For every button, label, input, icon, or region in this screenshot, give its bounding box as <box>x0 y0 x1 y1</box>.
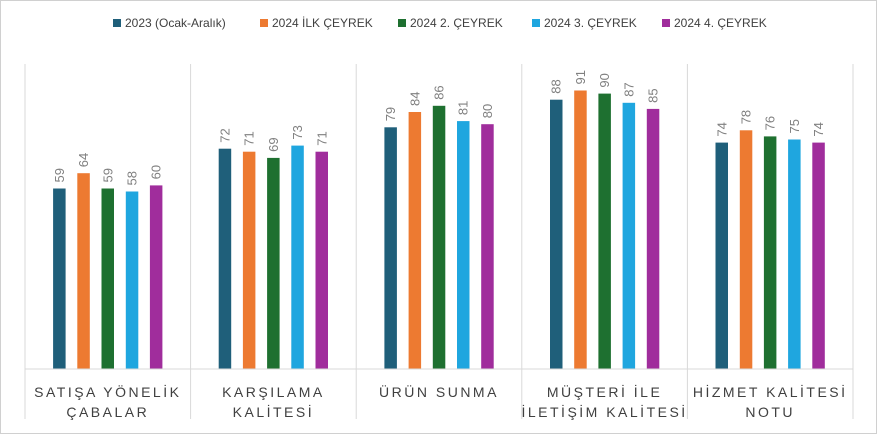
data-labels: 59 64 59 58 60 72 71 69 73 71 79 84 86 81 80 88 91 90 87 85… <box>52 70 826 185</box>
data-label: 64 <box>76 153 91 167</box>
legend-label: 2024 3. ÇEYREK <box>544 16 637 30</box>
bar <box>125 191 139 369</box>
data-label: 80 <box>480 104 495 118</box>
legend-label: 2024 4. ÇEYREK <box>674 16 767 30</box>
data-label: 74 <box>714 122 729 136</box>
data-label: 69 <box>266 137 281 151</box>
data-label: 84 <box>407 92 422 106</box>
category-label: MÜŞTERİ İLE <box>547 383 662 400</box>
data-label: 85 <box>646 88 661 102</box>
bar <box>384 127 397 369</box>
category-label: SATIŞA YÖNELİK <box>34 383 181 400</box>
data-label: 81 <box>456 101 471 115</box>
legend-swatch <box>398 19 406 27</box>
bar <box>149 185 163 369</box>
data-label: 59 <box>52 168 67 182</box>
legend-label: 2024 2. ÇEYREK <box>410 16 503 30</box>
category-label: İLETİŞİM KALİTESİ <box>521 403 687 420</box>
category-dividers <box>24 64 854 419</box>
data-label: 76 <box>763 116 778 130</box>
data-label: 87 <box>621 82 636 96</box>
bar <box>218 148 232 369</box>
data-label: 60 <box>149 165 164 179</box>
bar <box>77 173 90 369</box>
data-label: 59 <box>100 168 115 182</box>
bar <box>622 102 636 370</box>
data-label: 78 <box>739 110 754 124</box>
category-labels: SATIŞA YÖNELİK ÇABALAR KARŞILAMA KALİTESİ ÜR… <box>34 383 848 420</box>
data-label: 74 <box>811 122 826 136</box>
category-label: HİZMET KALİTESİ <box>693 383 848 400</box>
bar <box>315 151 328 369</box>
data-label: 79 <box>383 107 398 121</box>
data-label: 86 <box>432 85 447 99</box>
bar <box>646 108 660 370</box>
data-label: 90 <box>597 73 612 87</box>
bar <box>574 90 587 369</box>
legend-swatch <box>532 19 540 27</box>
data-label: 58 <box>125 171 140 185</box>
bar <box>267 157 280 369</box>
bar <box>101 188 114 369</box>
bar <box>242 151 256 369</box>
category-label: KARŞILAMA <box>222 384 325 400</box>
bar <box>739 130 753 369</box>
legend-swatch <box>113 19 121 27</box>
data-label: 72 <box>218 128 233 142</box>
legend: 2023 (Ocak-Aralık) 2024 İLK ÇEYREK 2024 2.… <box>113 16 767 30</box>
legend-label: 2024 İLK ÇEYREK <box>272 16 373 30</box>
bar <box>812 142 825 369</box>
bar <box>432 105 446 370</box>
data-label: 91 <box>573 70 588 84</box>
data-label: 75 <box>787 119 802 133</box>
bar <box>408 112 422 369</box>
category-label: KALİTESİ <box>233 403 314 420</box>
bar <box>598 93 611 369</box>
legend-label: 2023 (Ocak-Aralık) <box>125 16 226 30</box>
data-label: 73 <box>290 125 305 139</box>
data-label: 71 <box>242 131 257 145</box>
bar <box>763 136 777 369</box>
data-label: 88 <box>549 79 564 93</box>
bar <box>481 124 494 369</box>
legend-swatch <box>260 19 268 27</box>
category-label: NOTU <box>745 404 795 420</box>
category-label: ÜRÜN SUNMA <box>379 383 499 400</box>
bar <box>788 139 801 369</box>
bar <box>550 99 563 369</box>
bar <box>291 145 304 369</box>
legend-swatch <box>662 19 670 27</box>
bar <box>715 142 728 369</box>
data-label: 71 <box>314 131 329 145</box>
bar <box>53 188 66 369</box>
category-label: ÇABALAR <box>66 404 149 420</box>
bar <box>457 121 470 369</box>
bars <box>53 90 825 370</box>
